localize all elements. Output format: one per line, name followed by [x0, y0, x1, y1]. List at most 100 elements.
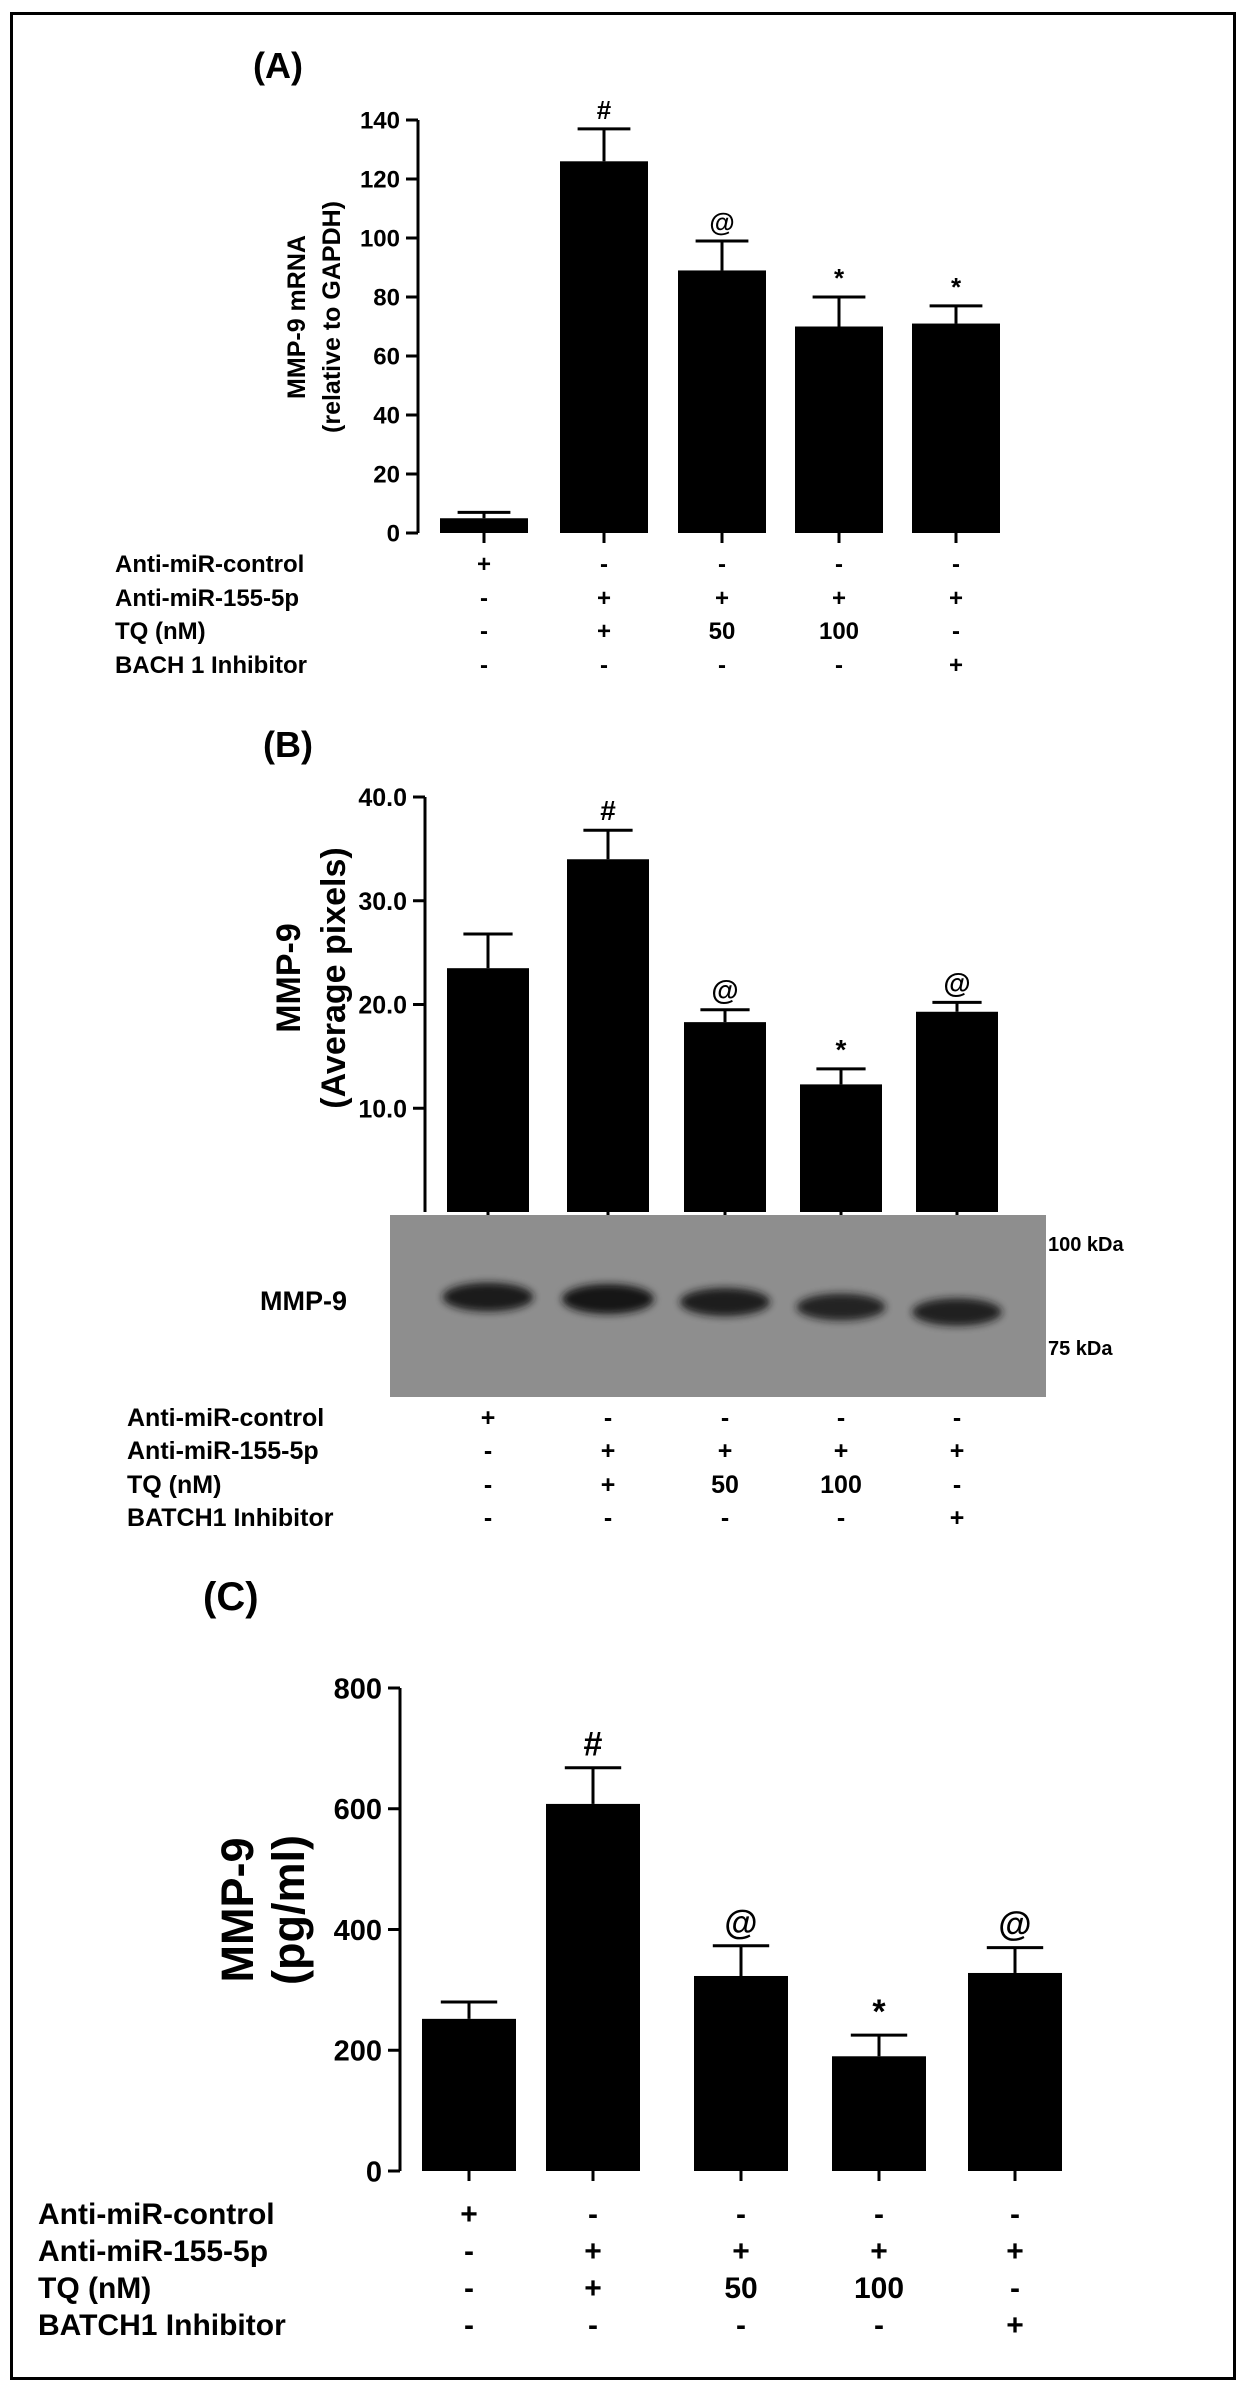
bar	[916, 1011, 998, 1212]
condition-value: +	[715, 585, 729, 612]
significance-marker: #	[584, 1726, 603, 1764]
y-tick-label: 80	[373, 285, 400, 312]
bar	[800, 1084, 882, 1212]
condition-value: -	[953, 1404, 961, 1432]
condition-value: 100	[854, 2272, 904, 2305]
condition-value: -	[835, 652, 843, 679]
y-tick-label: 140	[360, 108, 400, 135]
chart-c: 0 200 400 600 800 # @ * @ Anti-miR-control + - - - - An…	[38, 1673, 1062, 2342]
blot-band	[442, 1282, 534, 1312]
y-tick-label: 30.0	[358, 888, 407, 916]
condition-value: -	[837, 1404, 845, 1432]
ylabel-c-line2: (pg/ml)	[263, 1835, 314, 1985]
condition-value: +	[601, 1471, 616, 1499]
condition-value: +	[584, 2235, 602, 2268]
condition-value: -	[952, 551, 960, 578]
significance-marker: @	[943, 967, 970, 998]
condition-value: +	[597, 618, 611, 645]
condition-value: -	[874, 2309, 884, 2342]
chart-a: 0 20 40 60 80 100 120 140 # @ * * Anti-miR-control + -…	[115, 95, 1000, 679]
condition-value: -	[718, 551, 726, 578]
condition-value: -	[604, 1404, 612, 1432]
condition-value: -	[874, 2198, 884, 2231]
condition-name: Anti-miR-control	[127, 1404, 324, 1432]
condition-value: 50	[709, 618, 736, 645]
panel-label-a: (A)	[253, 45, 303, 86]
significance-marker: @	[709, 207, 734, 237]
y-tick-label: 0	[366, 2156, 382, 2188]
significance-marker: #	[597, 95, 612, 125]
condition-value: +	[949, 585, 963, 612]
condition-value: -	[588, 2309, 598, 2342]
y-tick-label: 20.0	[358, 992, 407, 1020]
condition-value: -	[604, 1504, 612, 1532]
blot-band	[562, 1284, 654, 1314]
significance-marker: #	[600, 795, 616, 826]
condition-value: +	[950, 1504, 965, 1532]
y-tick-label: 0	[387, 521, 400, 548]
condition-value: -	[588, 2198, 598, 2231]
condition-value: -	[464, 2272, 474, 2305]
condition-value: +	[1006, 2309, 1024, 2342]
condition-value: -	[600, 551, 608, 578]
condition-value: -	[718, 652, 726, 679]
bar	[422, 2018, 516, 2171]
y-tick-label: 60	[373, 344, 400, 371]
bar	[694, 1975, 788, 2171]
condition-value: -	[484, 1437, 492, 1465]
significance-marker: @	[711, 975, 738, 1006]
significance-marker: *	[951, 272, 962, 302]
condition-value: +	[481, 1404, 496, 1432]
condition-value: +	[732, 2235, 750, 2268]
condition-value: -	[721, 1404, 729, 1432]
condition-value: +	[832, 585, 846, 612]
bar	[447, 968, 529, 1212]
ylabel-a-line1: MMP-9 mRNA	[283, 235, 311, 399]
condition-value: -	[464, 2309, 474, 2342]
bar	[912, 323, 1000, 533]
bar	[546, 1803, 640, 2171]
condition-value: +	[1006, 2235, 1024, 2268]
ylabel-a-line2: (relative to GAPDH)	[318, 201, 346, 433]
y-tick-label: 10.0	[358, 1095, 407, 1123]
blot-marker-75kda: 75 kDa	[1048, 1338, 1113, 1360]
panel-label-b: (B)	[263, 724, 313, 765]
condition-name: TQ (nM)	[38, 2272, 151, 2305]
significance-marker: *	[836, 1034, 847, 1065]
y-tick-label: 600	[334, 1794, 382, 1826]
condition-value: -	[1010, 2272, 1020, 2305]
significance-marker: *	[872, 1993, 886, 2031]
y-tick-label: 800	[334, 1673, 382, 1705]
blot-marker-100kda: 100 kDa	[1048, 1234, 1124, 1256]
condition-name: Anti-miR-control	[38, 2198, 275, 2231]
condition-value: -	[464, 2235, 474, 2268]
condition-name: TQ (nM)	[115, 618, 206, 645]
bar	[567, 859, 649, 1212]
condition-value: -	[480, 652, 488, 679]
y-tick-label: 40.0	[358, 784, 407, 812]
y-tick-label: 20	[373, 462, 400, 489]
condition-value: -	[736, 2309, 746, 2342]
condition-value: +	[584, 2272, 602, 2305]
condition-value: +	[597, 585, 611, 612]
significance-marker: *	[834, 263, 845, 293]
condition-value: +	[949, 652, 963, 679]
condition-name: Anti-miR-control	[115, 551, 304, 578]
significance-marker: @	[724, 1904, 757, 1942]
condition-value: -	[1010, 2198, 1020, 2231]
y-tick-label: 200	[334, 2036, 382, 2068]
condition-value: +	[718, 1437, 733, 1465]
bar	[832, 2056, 926, 2171]
condition-value: +	[477, 551, 491, 578]
condition-value: +	[460, 2198, 478, 2231]
y-tick-label: 100	[360, 226, 400, 253]
y-tick-label: 40	[373, 403, 400, 430]
ylabel-c-line1: MMP-9	[212, 1838, 263, 1983]
condition-name: BACH 1 Inhibitor	[115, 652, 307, 679]
western-blot: MMP-9 100 kDa 75 kDa	[260, 1215, 1124, 1397]
condition-name: Anti-miR-155-5p	[127, 1437, 319, 1465]
condition-value: -	[480, 585, 488, 612]
condition-name: Anti-miR-155-5p	[115, 585, 299, 612]
y-tick-label: 120	[360, 167, 400, 194]
